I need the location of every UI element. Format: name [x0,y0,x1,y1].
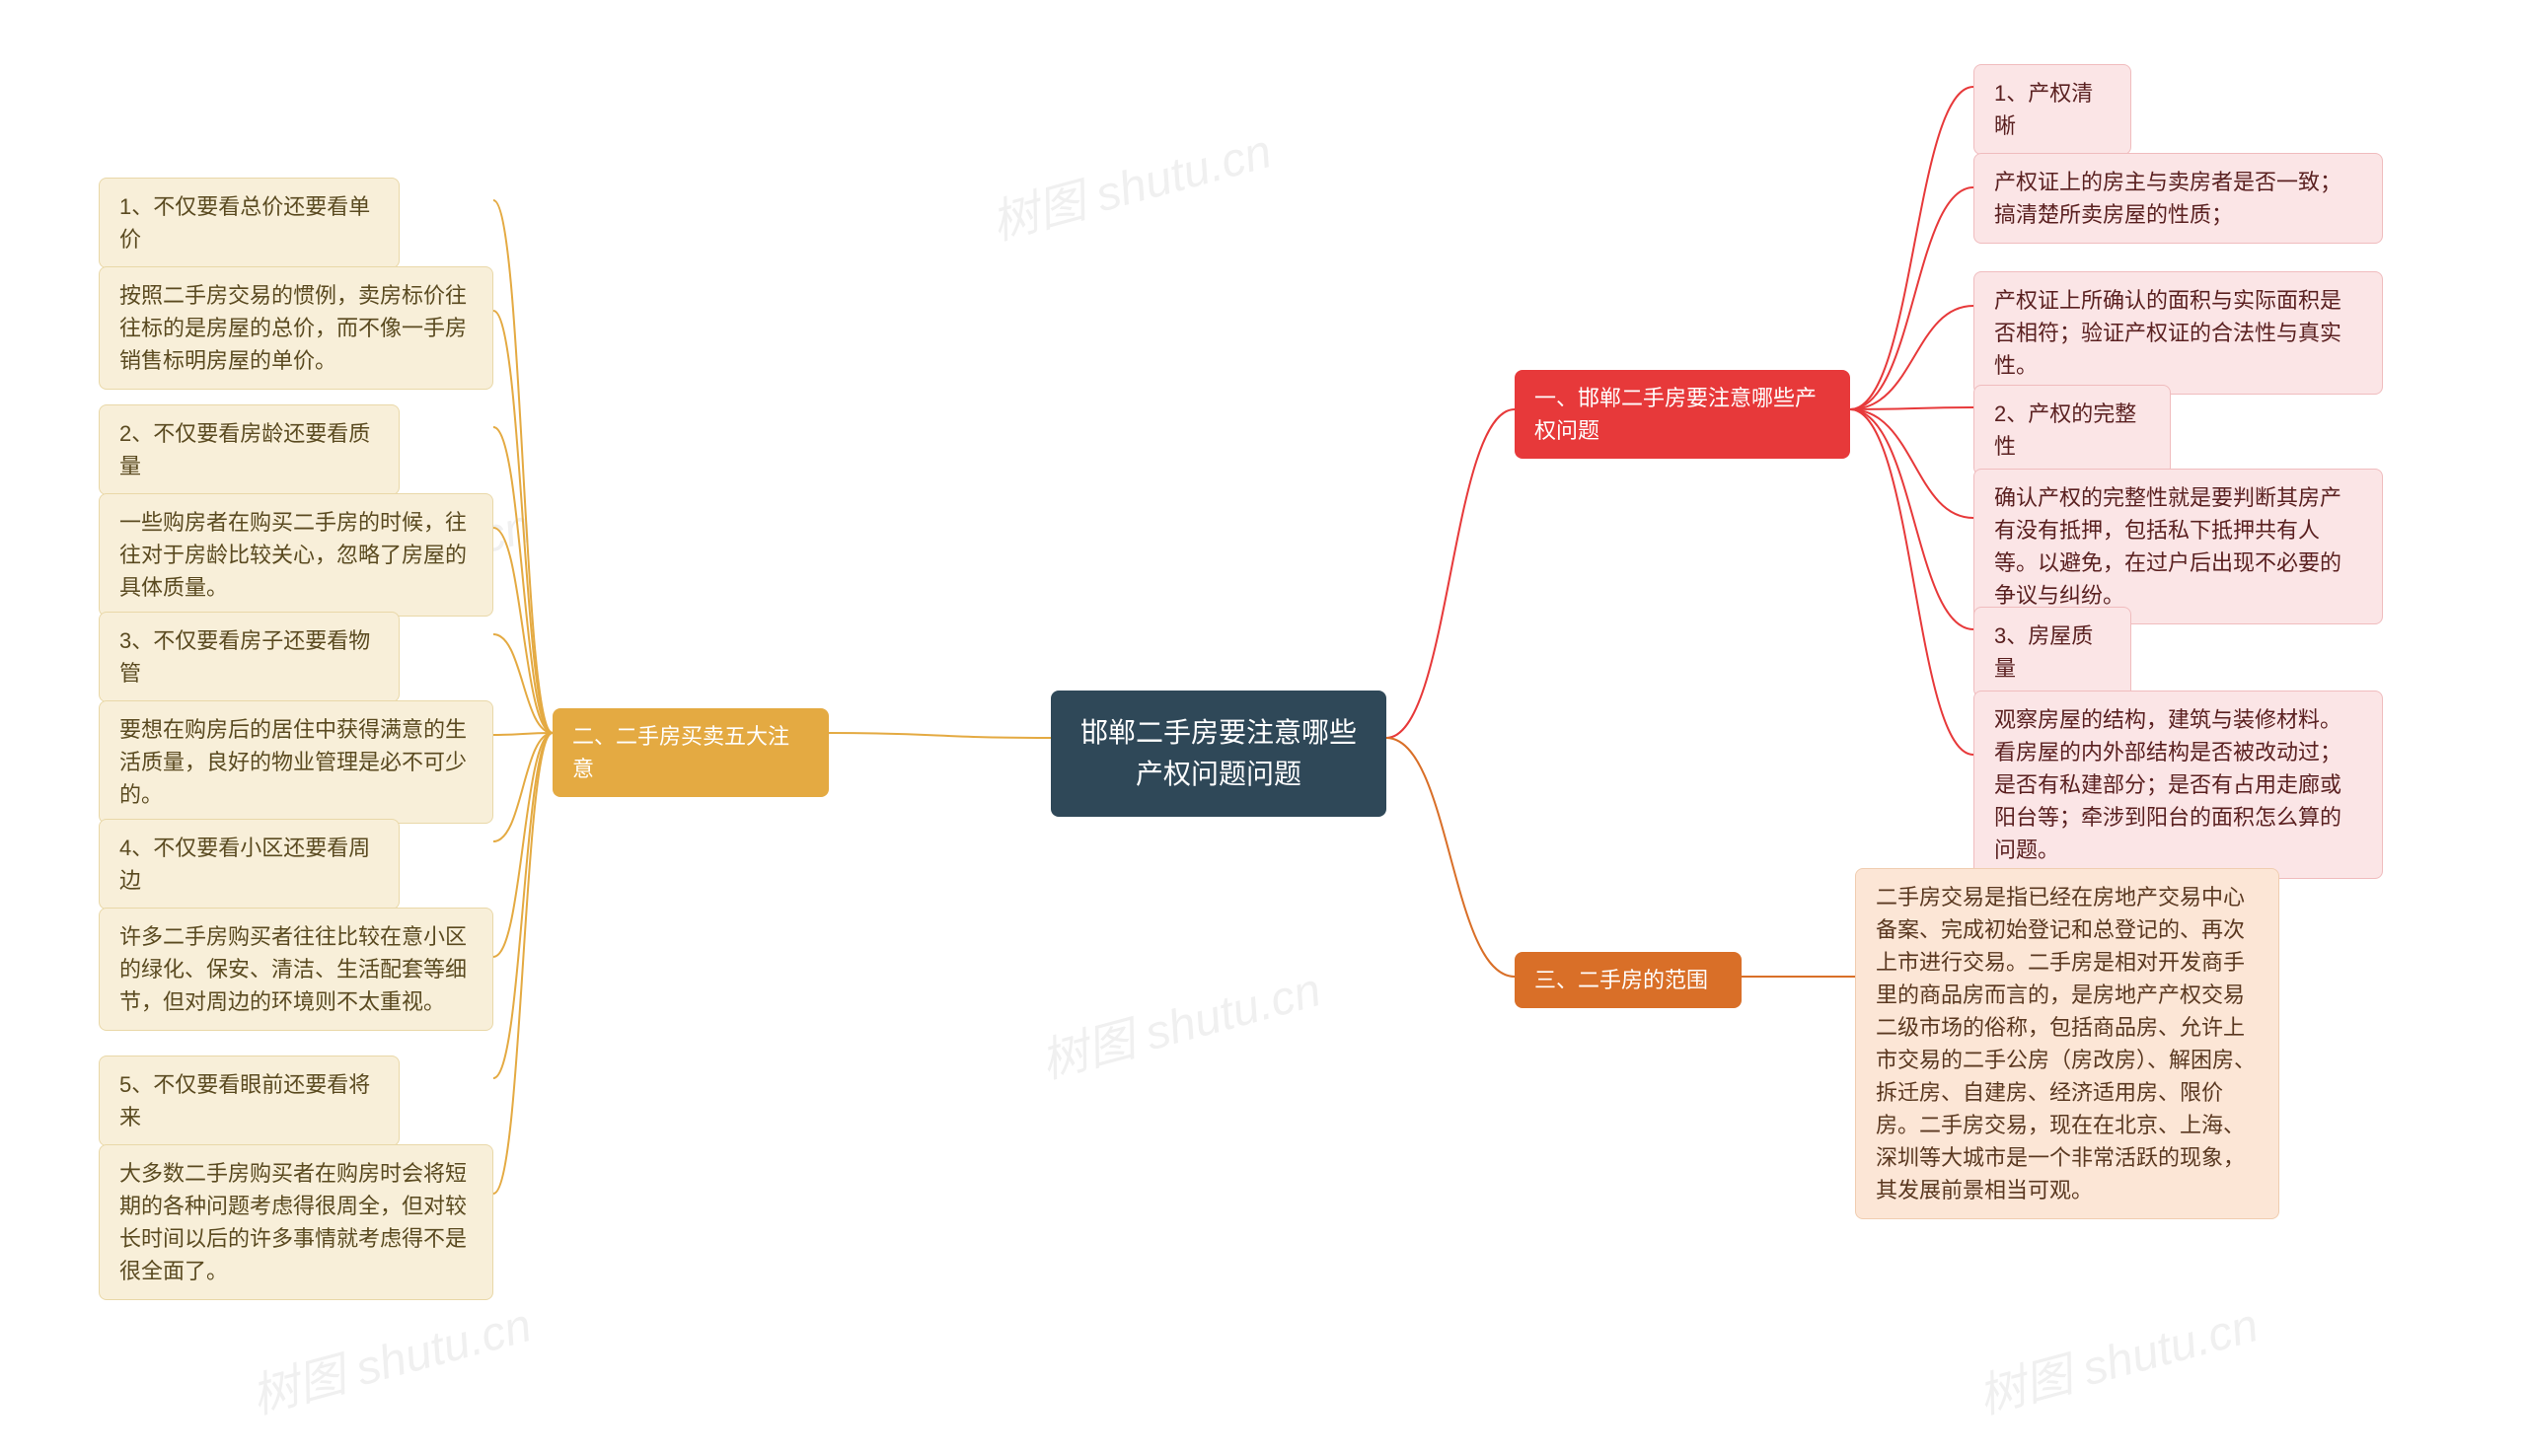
leaf-2-3[interactable]: 2、不仅要看房龄还要看质量 [99,404,400,495]
watermark: 树图 shutu.cn [243,1286,538,1427]
root-node[interactable]: 邯郸二手房要注意哪些产权问题问题 [1051,691,1386,817]
watermark: 树图 shutu.cn [1032,951,1327,1092]
leaf-2-4[interactable]: 一些购房者在购买二手房的时候，往往对于房龄比较关心，忽略了房屋的具体质量。 [99,493,493,617]
watermark: 树图 shutu.cn [983,112,1278,254]
branch-1[interactable]: 一、邯郸二手房要注意哪些产权问题 [1515,370,1850,459]
leaf-1-2[interactable]: 产权证上的房主与卖房者是否一致；搞清楚所卖房屋的性质； [1973,153,2383,244]
leaf-2-1[interactable]: 1、不仅要看总价还要看单价 [99,178,400,268]
leaf-2-8[interactable]: 许多二手房购买者往往比较在意小区的绿化、保安、清洁、生活配套等细节，但对周边的环… [99,908,493,1031]
leaf-1-3[interactable]: 产权证上所确认的面积与实际面积是否相符；验证产权证的合法性与真实性。 [1973,271,2383,395]
leaf-2-2[interactable]: 按照二手房交易的惯例，卖房标价往往标的是房屋的总价，而不像一手房销售标明房屋的单… [99,266,493,390]
branch-3[interactable]: 三、二手房的范围 [1515,952,1742,1008]
leaf-1-5[interactable]: 确认产权的完整性就是要判断其房产有没有抵押，包括私下抵押共有人等。以避免，在过户… [1973,469,2383,624]
leaf-2-5[interactable]: 3、不仅要看房子还要看物管 [99,612,400,702]
leaf-1-6[interactable]: 3、房屋质量 [1973,607,2131,697]
leaf-2-7[interactable]: 4、不仅要看小区还要看周边 [99,819,400,910]
branch-2[interactable]: 二、二手房买卖五大注意 [553,708,829,797]
leaf-2-10[interactable]: 大多数二手房购买者在购房时会将短期的各种问题考虑得很周全，但对较长时间以后的许多… [99,1144,493,1300]
leaf-3-1[interactable]: 二手房交易是指已经在房地产交易中心备案、完成初始登记和总登记的、再次上市进行交易… [1855,868,2279,1219]
watermark: 树图 shutu.cn [1969,1286,2265,1427]
leaf-2-9[interactable]: 5、不仅要看眼前还要看将来 [99,1056,400,1146]
leaf-1-1[interactable]: 1、产权清晰 [1973,64,2131,155]
leaf-1-7[interactable]: 观察房屋的结构，建筑与装修材料。看房屋的内外部结构是否被改动过；是否有私建部分；… [1973,691,2383,879]
leaf-1-4[interactable]: 2、产权的完整性 [1973,385,2171,475]
leaf-2-6[interactable]: 要想在购房后的居住中获得满意的生活质量，良好的物业管理是必不可少的。 [99,700,493,824]
